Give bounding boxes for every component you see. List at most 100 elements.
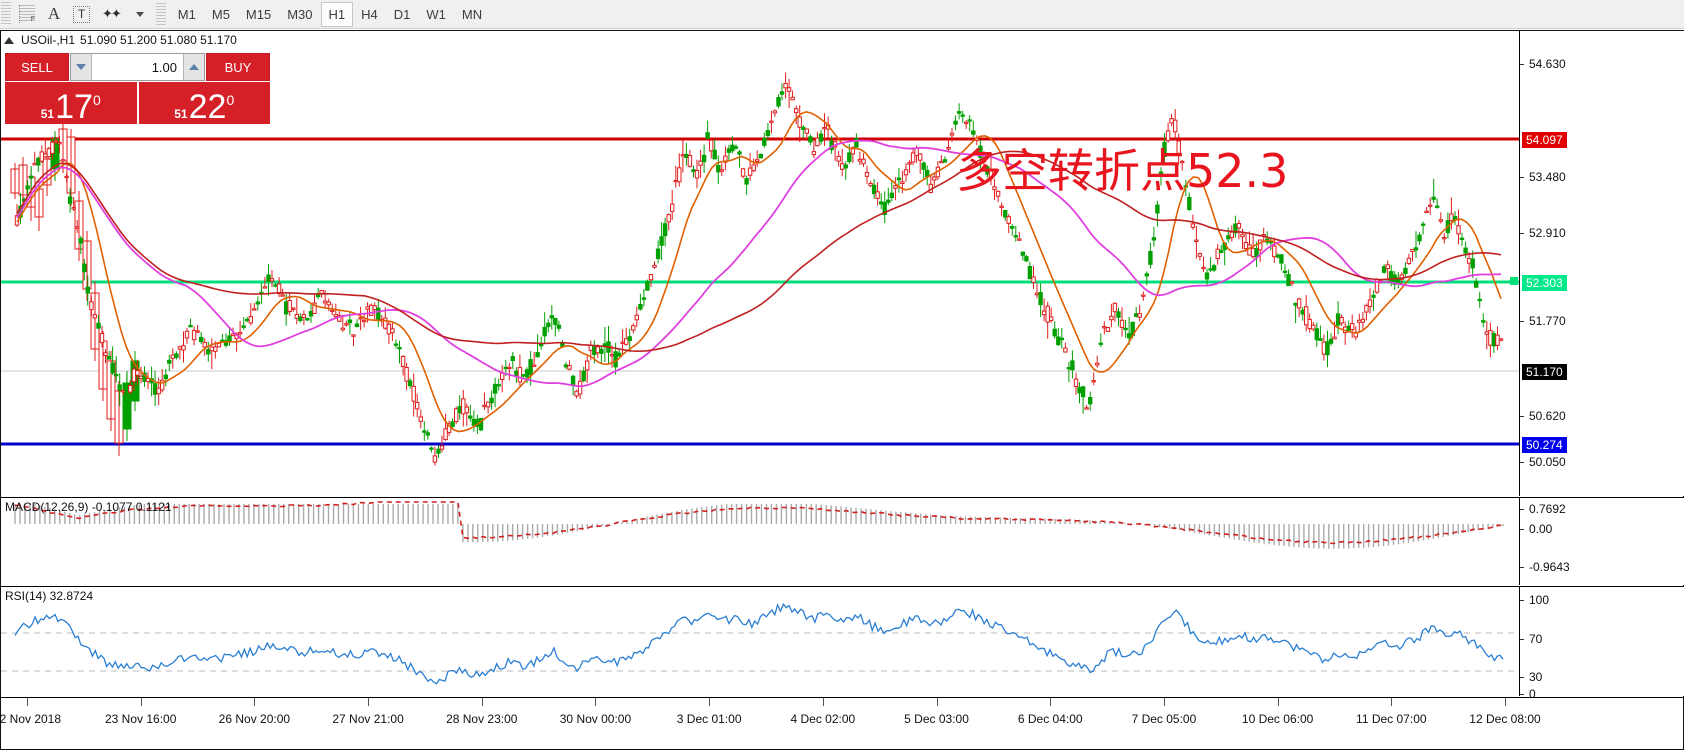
timeframe-m30[interactable]: M30 [287, 6, 313, 22]
indicators-icon[interactable]: F [13, 2, 41, 26]
volume-decrease-icon[interactable] [71, 54, 92, 80]
rsi-axis[interactable]: 100 70 30 0 [1519, 587, 1684, 701]
time-tick [1163, 698, 1165, 706]
rsi-plot-area[interactable] [1, 587, 1519, 696]
sell-price-integer: 51 [40, 107, 55, 121]
timeframe-h1[interactable]: H1 [320, 1, 354, 27]
rsi-tick: 100 [1520, 593, 1549, 607]
chart-window[interactable]: USOil-,H1 51.090 51.200 51.080 51.170 [0, 30, 1684, 750]
time-label: 27 Nov 21:00 [332, 712, 404, 726]
buy-price-fraction: 0 [226, 92, 235, 108]
time-label: 11 Dec 07:00 [1356, 712, 1427, 726]
one-click-trading-panel[interactable]: SELL 1.00 BUY 51 17 0 [5, 53, 270, 124]
timeframe-w1[interactable]: W1 [426, 6, 446, 22]
time-label: 3 Dec 01:00 [676, 712, 742, 726]
time-tick [822, 698, 824, 706]
support-price-tag: 50.274 [1522, 437, 1567, 453]
timeframe-mn[interactable]: MN [461, 6, 483, 22]
time-tick [368, 698, 370, 706]
macd-signal-line [14, 501, 1504, 545]
rsi-pane[interactable]: RSI(14) 32.8724 100 70 30 0 [1, 586, 1684, 701]
volume-input[interactable]: 1.00 [151, 59, 177, 75]
time-label: 10 Dec 06:00 [1241, 712, 1314, 726]
time-tick [140, 698, 142, 706]
time-tick [254, 698, 256, 706]
time-tick [936, 698, 938, 706]
macd-tick: -0.9643 [1520, 560, 1570, 574]
toolbar-drag-handle[interactable] [1, 2, 11, 26]
price-tick: 50.620 [1520, 409, 1566, 423]
timeframe-m1[interactable]: M1 [177, 6, 196, 22]
rsi-label: RSI(14) 32.8724 [5, 589, 94, 603]
resistance-price-tag: 54.097 [1522, 132, 1567, 148]
text-label-icon[interactable]: A [47, 4, 61, 23]
objects-icon[interactable]: ✦✦ [102, 6, 122, 21]
time-tick [1391, 698, 1393, 706]
time-tick [481, 698, 483, 706]
macd-plot-area[interactable] [1, 498, 1519, 585]
chart-ohlc-label: 51.090 51.200 51.080 51.170 [80, 33, 237, 47]
time-tick [709, 698, 711, 706]
candlestick-series [10, 123, 140, 456]
sell-price-display[interactable]: 51 17 0 [5, 82, 137, 124]
collapse-triangle-icon[interactable] [4, 36, 14, 44]
macd-histogram [14, 504, 1504, 549]
price-axis[interactable]: 54.630 54.097 53.480 52.910 52.303 51.77… [1519, 31, 1684, 516]
time-label: 30 Nov 00:00 [559, 712, 632, 726]
timeframe-d1[interactable]: D1 [393, 6, 411, 22]
time-axis[interactable]: 22 Nov 2018 23 Nov 16:00 26 Nov 20:00 27 No… [0, 697, 1684, 750]
macd-pane[interactable]: MACD(12,26,9) -0.1077 0.1121 0.7692 0.00… [1, 497, 1684, 585]
macd-tick: 0.7692 [1520, 502, 1566, 516]
ma-slow-line [16, 150, 1502, 353]
price-tick: 53.480 [1520, 170, 1566, 184]
chart-header: USOil-,H1 51.090 51.200 51.080 51.170 [4, 33, 237, 47]
rsi-tick: 70 [1520, 632, 1542, 646]
ma-fast-line [16, 110, 1502, 433]
buy-price-integer: 51 [174, 107, 188, 121]
timeframe-h4[interactable]: H4 [361, 6, 378, 22]
time-label: 12 Dec 08:00 [1469, 712, 1541, 726]
time-label: 5 Dec 03:00 [904, 712, 969, 726]
price-plot-area[interactable] [1, 31, 1519, 496]
macd-chart-svg [14, 501, 1504, 549]
rsi-tick: 0 [1520, 687, 1536, 701]
timeframe-m15[interactable]: M15 [245, 6, 272, 22]
price-tick: 52.910 [1520, 226, 1566, 240]
time-label: 28 Nov 23:00 [446, 712, 518, 726]
time-tick [1505, 698, 1506, 706]
macd-axis[interactable]: 0.7692 0.00 -0.9643 [1519, 498, 1684, 585]
volume-increase-icon[interactable] [183, 54, 204, 80]
rsi-line [14, 602, 1504, 685]
pivot-line-handle [1510, 277, 1518, 285]
time-label: 6 Dec 04:00 [1017, 712, 1083, 726]
objects-dropdown-caret-icon[interactable] [126, 2, 152, 26]
time-label: 4 Dec 02:00 [790, 712, 856, 726]
price-tick: 54.630 [1520, 57, 1566, 71]
timeframe-m5[interactable]: M5 [211, 6, 230, 22]
rsi-chart-svg [1, 602, 1519, 685]
rsi-tick: 30 [1520, 670, 1542, 684]
time-tick [1050, 698, 1052, 706]
price-pane[interactable]: USOil-,H1 51.090 51.200 51.080 51.170 [1, 31, 1684, 516]
price-tick: 50.050 [1520, 455, 1566, 469]
time-label: 7 Dec 05:00 [1131, 712, 1197, 726]
sell-price-fraction: 0 [92, 92, 101, 108]
price-chart-svg [1, 72, 1519, 466]
time-label: 23 Nov 16:00 [104, 712, 177, 726]
text-box-icon[interactable]: T [67, 2, 96, 26]
time-tick [27, 698, 28, 706]
sell-price-main: 17 [55, 88, 93, 126]
buy-button[interactable]: BUY [206, 53, 270, 81]
macd-label: MACD(12,26,9) -0.1077 0.1121 [5, 500, 172, 514]
time-tick [1277, 698, 1279, 706]
sell-button[interactable]: SELL [5, 53, 69, 81]
main-toolbar: F A T ✦✦ M1 M5 M15 M30 H1 H4 D1 W1 MN [0, 0, 1684, 29]
ma-mid-line [16, 139, 1502, 388]
buy-price-display[interactable]: 51 22 0 [138, 82, 270, 124]
price-tick: 51.770 [1520, 314, 1566, 328]
time-label: 26 Nov 20:00 [218, 712, 291, 726]
volume-stepper[interactable]: 1.00 [70, 53, 205, 81]
toolbar-separator [155, 3, 166, 25]
macd-tick: 0.00 [1520, 522, 1552, 536]
